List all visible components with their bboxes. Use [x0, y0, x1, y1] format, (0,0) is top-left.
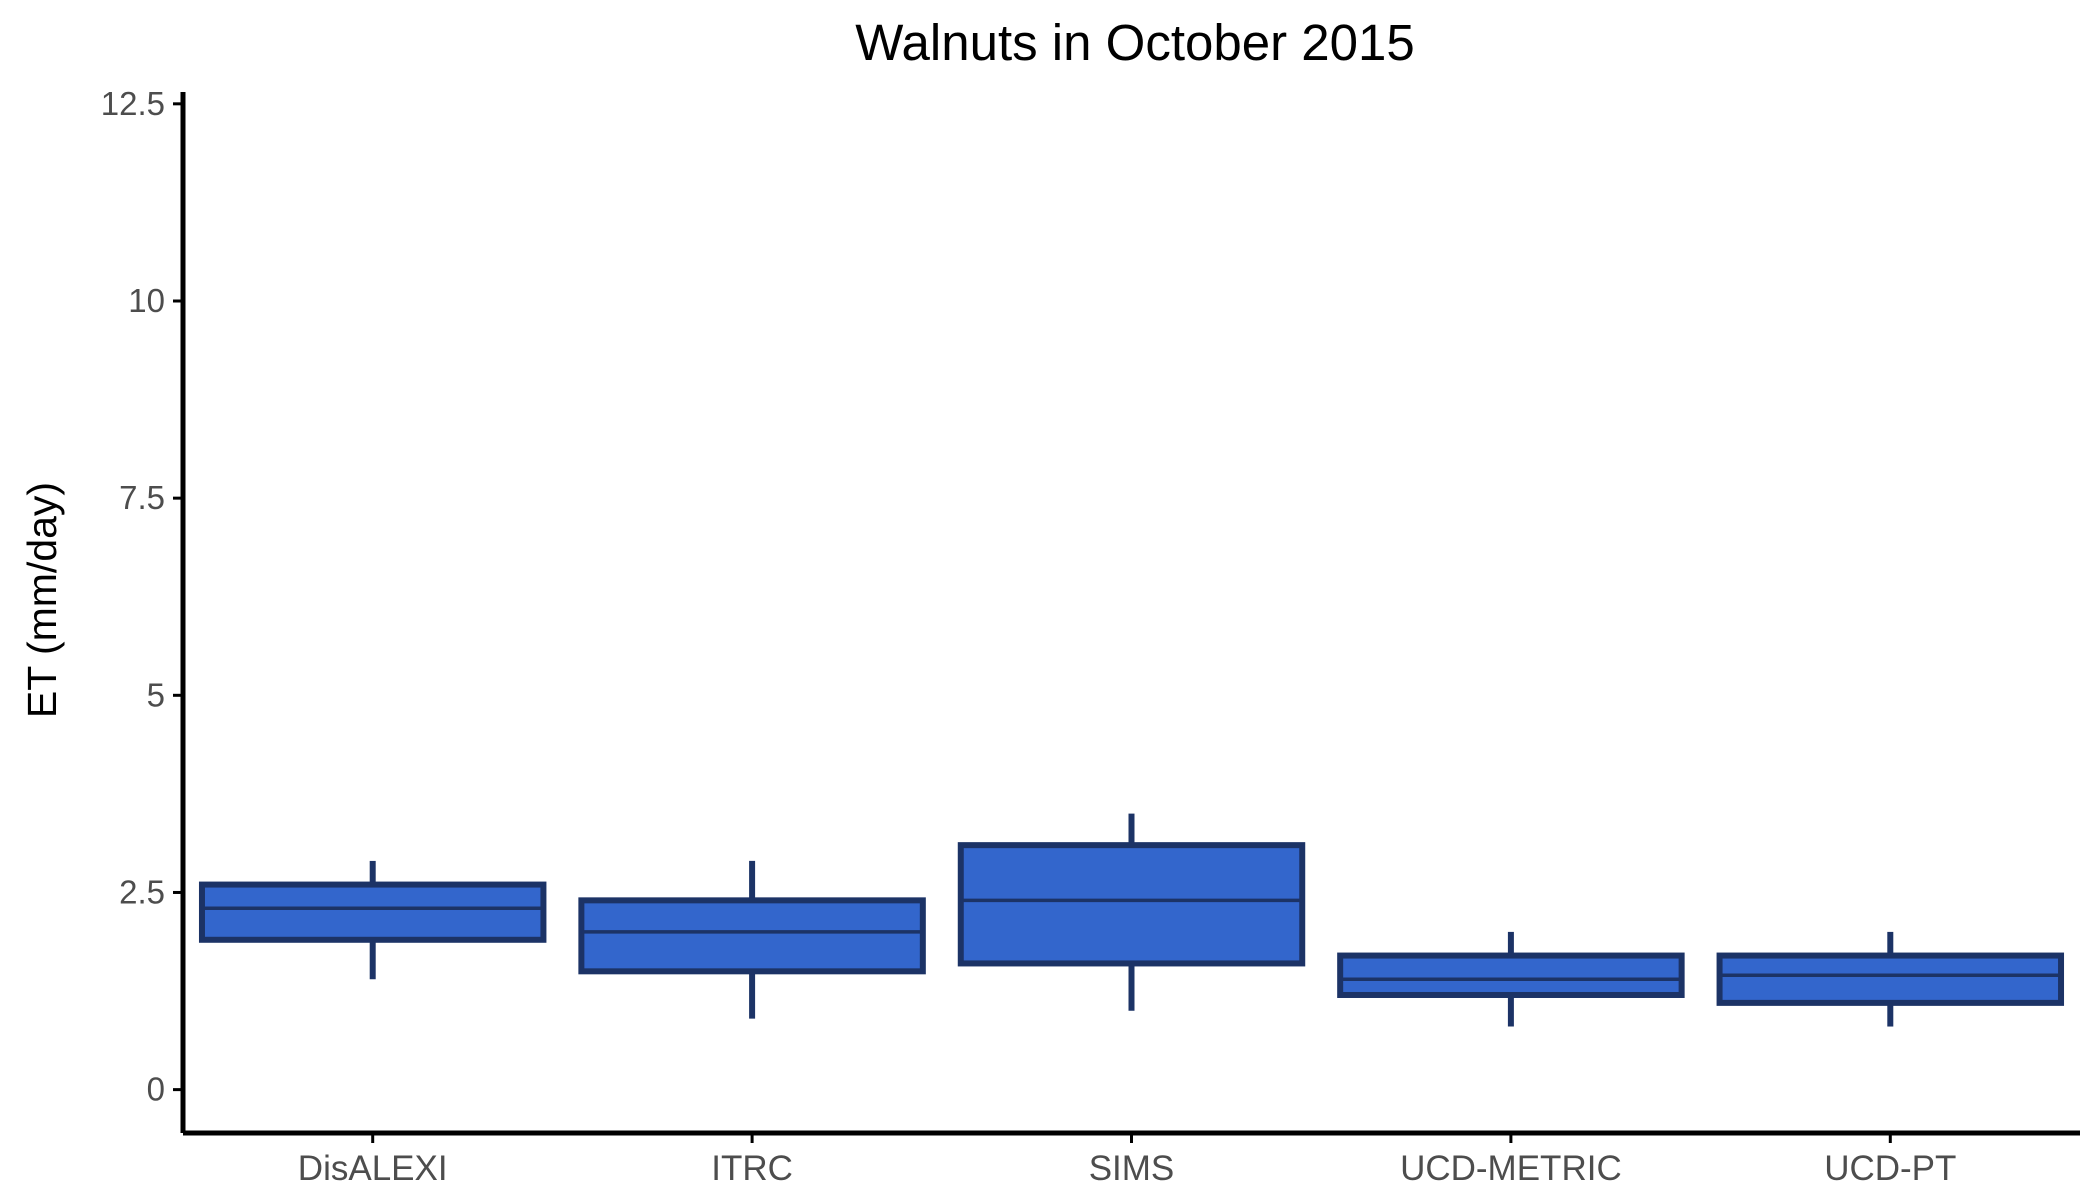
box-ucd-pt: [1716, 931, 2065, 1027]
box-itrc: [578, 860, 926, 1019]
x-tick-label: UCD-PT: [1824, 1149, 1956, 1188]
box-body: [957, 842, 1306, 967]
x-ticks-layer: DisALEXI ITRC SIMS UCD-METRIC UCD-PT: [298, 1133, 1956, 1188]
y-tick-label: 10: [128, 282, 165, 319]
x-tick-label: UCD-METRIC: [1400, 1149, 1622, 1188]
x-tick-label: ITRC: [711, 1149, 793, 1188]
y-axis-label: ET (mm/day): [19, 482, 65, 718]
box-disalexi: [198, 860, 547, 980]
x-tick-label: DisALEXI: [298, 1149, 448, 1188]
box-body: [1716, 952, 2065, 1006]
box-body: [198, 881, 547, 943]
box-body: [578, 897, 926, 975]
y-tick-label: 12.5: [101, 85, 165, 122]
boxes-layer: [198, 813, 2065, 1027]
y-tick-label: 0: [147, 1071, 165, 1108]
box-ucd-metric: [1337, 931, 1685, 1027]
box-body: [1337, 952, 1685, 998]
y-tick-label: 7.5: [119, 479, 165, 516]
y-tick-label: 5: [147, 676, 165, 713]
chart-title: Walnuts in October 2015: [855, 14, 1414, 71]
x-tick-label: SIMS: [1089, 1149, 1175, 1188]
box-sims: [957, 813, 1306, 1011]
y-tick-label: 2.5: [119, 873, 165, 910]
y-ticks-layer: 0 2.5 5 7.5 10 12.5: [101, 85, 183, 1108]
